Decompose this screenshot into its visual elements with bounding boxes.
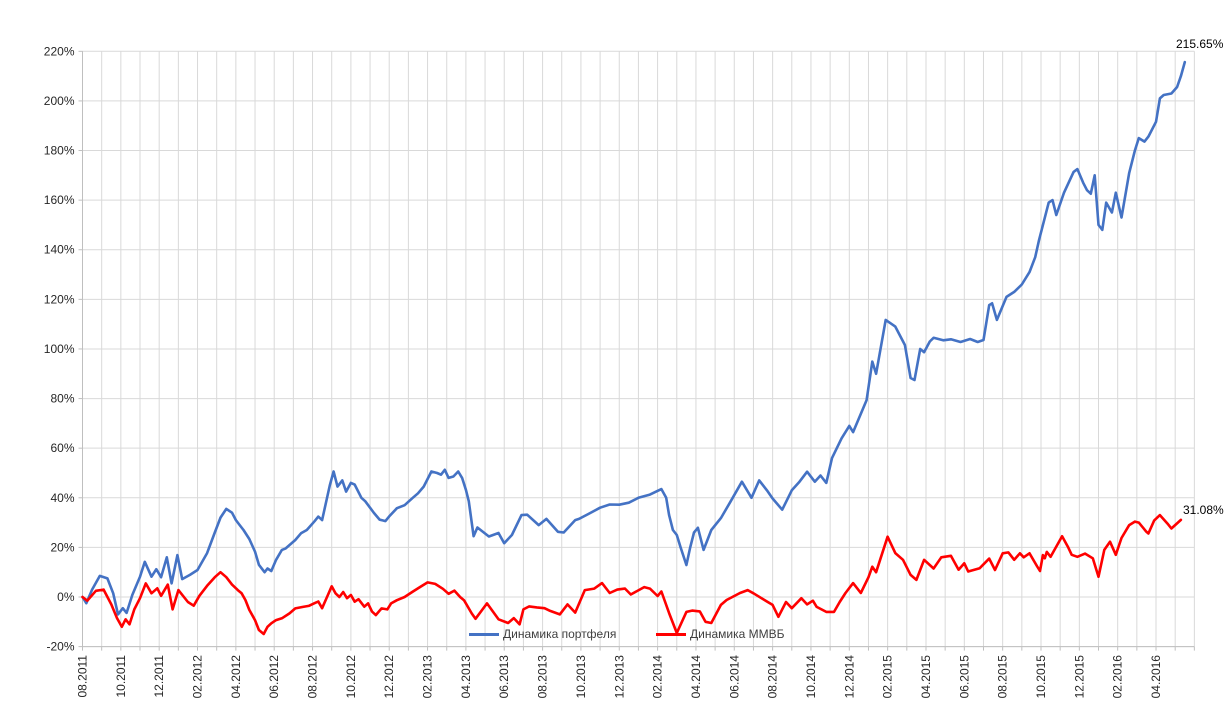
y-tick-label: 180%	[44, 144, 75, 158]
x-tick-label: 08.2015	[996, 655, 1010, 699]
data-label-mmvb-final: 31.08%	[1183, 503, 1224, 517]
x-tick-label: 08.2013	[536, 655, 550, 699]
x-tick-label: 10.2014	[804, 655, 818, 699]
x-tick-label: 08.2014	[766, 655, 780, 699]
y-tick-label: 200%	[44, 94, 75, 108]
y-tick-label: 100%	[44, 342, 75, 356]
y-tick-label: 220%	[44, 44, 75, 58]
x-tick-label: 06.2014	[727, 655, 741, 699]
x-tick-label: 02.2016	[1111, 655, 1125, 699]
x-tick-label: 12.2012	[382, 655, 396, 699]
x-tick-label: 08.2011	[76, 655, 90, 698]
legend-label-mmvb: Динамика ММВБ	[690, 627, 785, 641]
x-tick-label: 04.2013	[459, 655, 473, 699]
y-tick-label: 40%	[50, 491, 74, 505]
legend-item-mmvb: Динамика ММВБ	[656, 627, 784, 641]
legend-item-portfolio: Динамика портфеля	[469, 627, 616, 641]
x-tick-label: 12.2013	[612, 655, 626, 699]
x-tick-label: 12.2011	[152, 655, 166, 698]
x-tick-label: 02.2015	[881, 655, 895, 699]
x-tick-label: 10.2015	[1034, 655, 1048, 699]
y-tick-label: 140%	[44, 243, 75, 257]
legend-swatch-portfolio-line	[469, 632, 499, 636]
x-tick-label: 04.2016	[1149, 655, 1163, 699]
legend-label-portfolio: Динамика портфеля	[503, 627, 617, 641]
x-tick-label: 10.2013	[574, 655, 588, 699]
data-label-portfolio-final: 215.65%	[1176, 37, 1224, 51]
x-tick-label: 06.2015	[957, 655, 971, 699]
y-tick-label: 0%	[57, 590, 75, 604]
y-tick-label: -20%	[46, 640, 74, 654]
legend-swatch-mmvb-line	[656, 632, 686, 636]
x-tick-label: 02.2014	[651, 655, 665, 699]
x-tick-label: 06.2013	[497, 655, 511, 699]
y-tick-label: 120%	[44, 292, 75, 306]
x-tick-label: 12.2015	[1072, 655, 1086, 699]
mmvb-series-line	[81, 513, 1183, 636]
x-tick-label: 02.2013	[421, 655, 435, 699]
x-tick-label: 10.2012	[344, 655, 358, 699]
y-tick-label: 80%	[50, 392, 74, 406]
portfolio-series-line	[81, 60, 1187, 616]
x-tick-label: 04.2014	[689, 655, 703, 699]
x-tick-label: 12.2014	[842, 655, 856, 699]
y-tick-label: 160%	[44, 193, 75, 207]
x-tick-label: 06.2012	[267, 655, 281, 699]
x-tick-label: 04.2015	[919, 655, 933, 699]
x-tick-label: 10.2011	[114, 655, 128, 698]
x-tick-label: 04.2012	[229, 655, 243, 699]
x-tick-label: 08.2012	[306, 655, 320, 699]
y-tick-label: 60%	[50, 441, 74, 455]
x-tick-label: 02.2012	[191, 655, 205, 699]
y-tick-label: 20%	[50, 540, 74, 554]
